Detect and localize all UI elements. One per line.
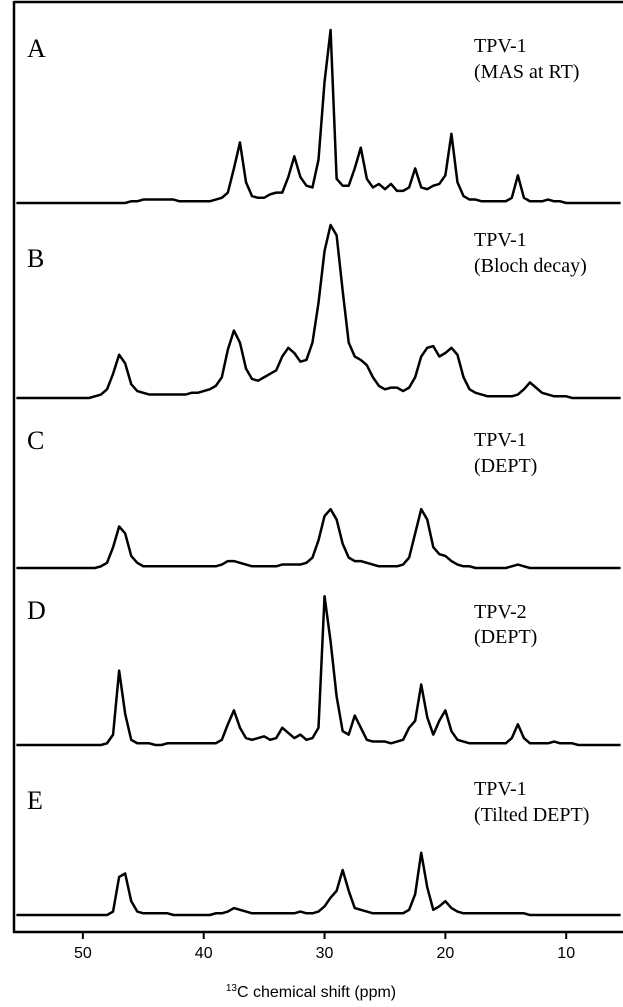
spectrum-line bbox=[16, 223, 621, 400]
x-tick-label: 20 bbox=[436, 945, 454, 962]
spectrum-line bbox=[16, 28, 621, 205]
panel-label: TPV-1 bbox=[474, 35, 527, 57]
panel-letter: A bbox=[27, 34, 46, 63]
x-tick-label: 40 bbox=[195, 945, 213, 962]
x-axis-title-text: C chemical shift (ppm) bbox=[237, 984, 396, 1001]
spectrum-line bbox=[16, 507, 621, 570]
panel-label: (Tilted DEPT) bbox=[474, 804, 589, 826]
panel-letter: E bbox=[27, 786, 43, 815]
panel-label: TPV-1 bbox=[474, 429, 527, 451]
x-tick-label: 50 bbox=[74, 945, 92, 962]
spectrum-line bbox=[16, 851, 621, 917]
panel-label: TPV-2 bbox=[474, 601, 527, 623]
panel-label: (DEPT) bbox=[474, 455, 537, 477]
panel-letter: C bbox=[27, 426, 44, 455]
panel-label: (Bloch decay) bbox=[474, 255, 587, 277]
panel-label: (MAS at RT) bbox=[474, 61, 579, 83]
panel-label: (DEPT) bbox=[474, 626, 537, 648]
x-axis-title: 13C chemical shift (ppm) bbox=[226, 983, 396, 1001]
panel-letter: B bbox=[27, 244, 44, 273]
x-axis-title-sup: 13 bbox=[226, 983, 238, 994]
x-tick-label: 30 bbox=[316, 945, 334, 962]
x-tick-label: 10 bbox=[557, 945, 575, 962]
panel-letter: D bbox=[27, 596, 46, 625]
panel-label: TPV-1 bbox=[474, 778, 527, 800]
panel-label: TPV-1 bbox=[474, 229, 527, 251]
spectrum-line bbox=[16, 594, 621, 747]
